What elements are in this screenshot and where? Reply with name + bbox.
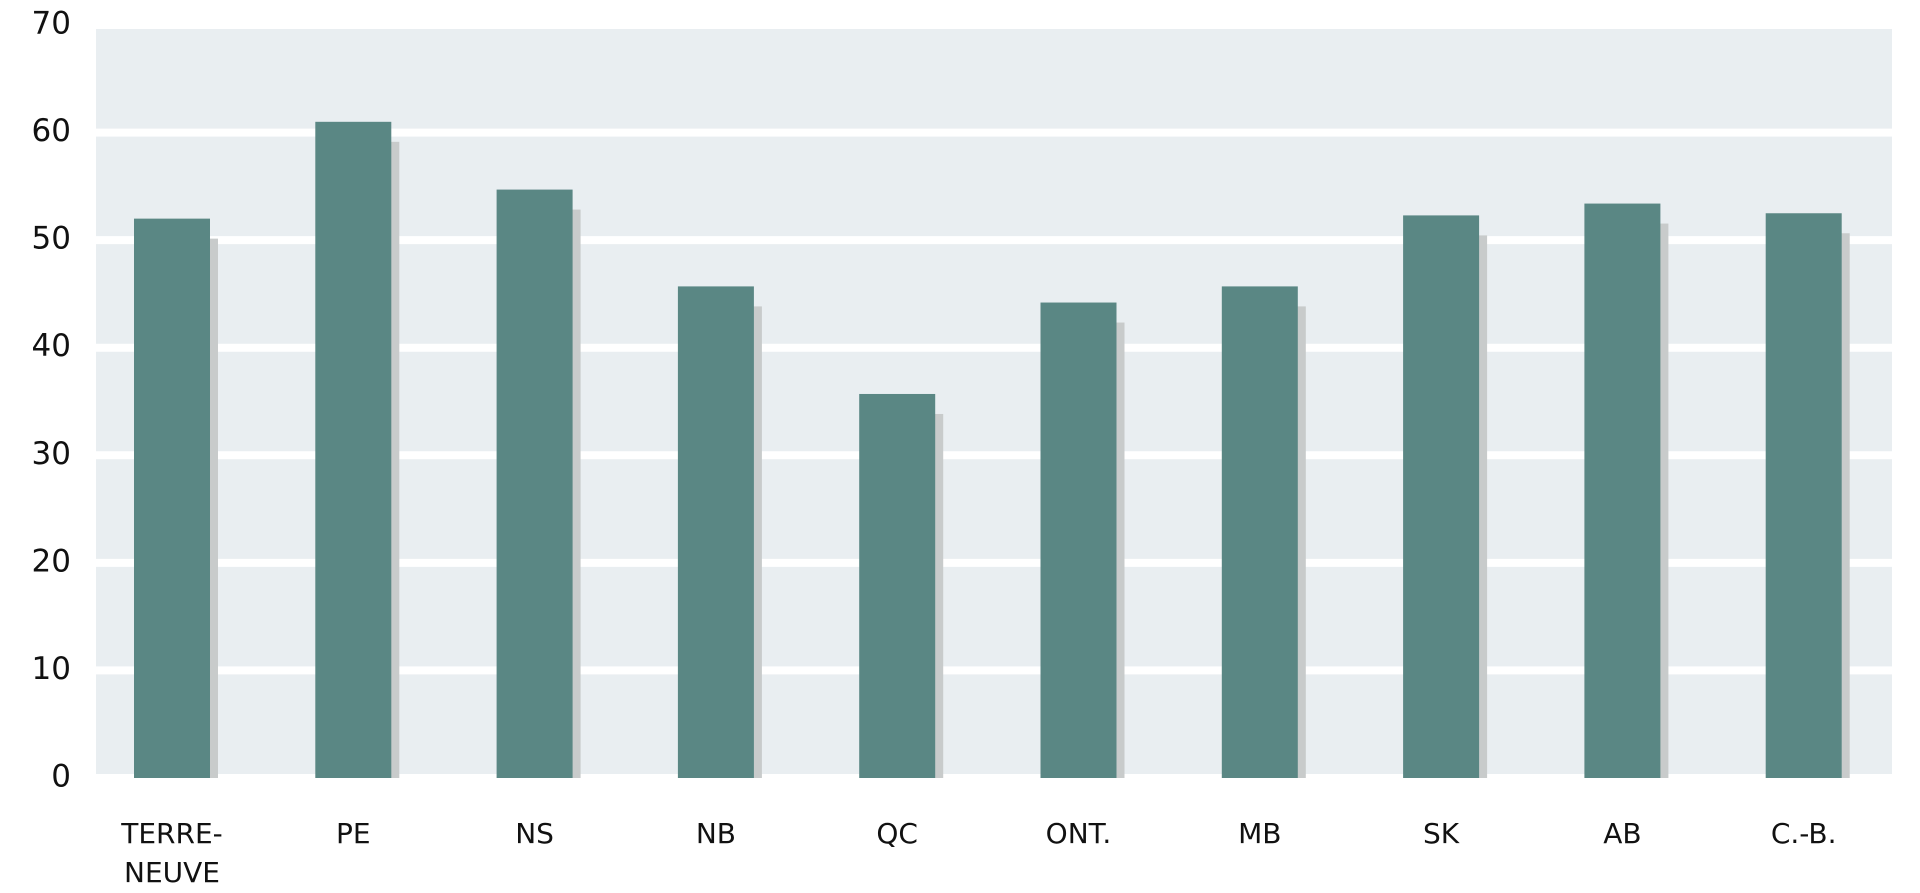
bar — [677, 286, 754, 778]
bar — [1040, 302, 1117, 778]
y-tick-label: 70 — [32, 6, 71, 42]
bar — [1765, 213, 1842, 778]
y-tick-label: 40 — [32, 328, 71, 364]
x-tick-label: SK — [1423, 817, 1460, 850]
bar — [1403, 215, 1480, 778]
bar — [134, 218, 210, 779]
bar — [1584, 203, 1661, 778]
bar — [859, 393, 936, 778]
x-tick-label: NB — [696, 817, 736, 850]
x-tick-label: ONT. — [1046, 817, 1112, 850]
bar — [1221, 286, 1298, 778]
bar — [315, 121, 392, 779]
bar — [496, 189, 573, 778]
y-tick-label: 0 — [51, 759, 71, 795]
x-tick-label: C.-B. — [1771, 817, 1837, 850]
x-tick-label: QC — [876, 817, 918, 850]
label-line: NEUVE — [124, 856, 220, 889]
x-tick-label: MB — [1238, 817, 1281, 850]
y-tick-label: 30 — [32, 436, 71, 472]
label-line: TERRE- — [120, 817, 223, 850]
x-tick-label: NS — [515, 817, 554, 850]
x-tick-label: AB — [1603, 817, 1641, 850]
y-tick-label: 20 — [32, 543, 71, 579]
x-tick-label: TERRE- NEUVE — [120, 817, 223, 889]
y-tick-label: 10 — [32, 651, 71, 687]
y-tick-label: 50 — [32, 221, 71, 257]
x-tick-label: PE — [336, 817, 371, 850]
y-tick-label: 60 — [32, 113, 71, 149]
